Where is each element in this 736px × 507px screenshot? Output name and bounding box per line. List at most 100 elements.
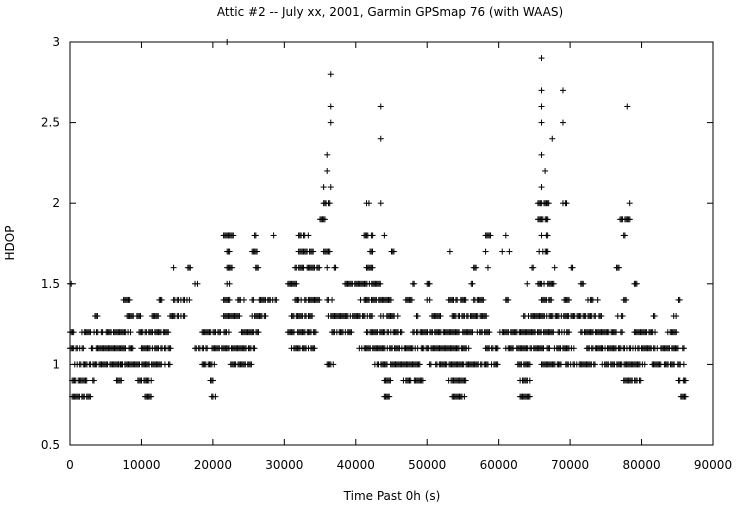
data-point: [680, 361, 687, 368]
data-point: [390, 248, 397, 255]
y-tick-label: 3: [52, 35, 60, 49]
x-tick-label: 60000: [480, 458, 518, 472]
data-point: [377, 103, 384, 110]
data-point: [293, 280, 300, 287]
data-point: [544, 232, 551, 239]
data-point: [411, 280, 418, 287]
data-point: [544, 248, 551, 255]
data-point: [483, 313, 490, 320]
data-point: [486, 329, 493, 336]
data-point: [377, 200, 384, 207]
data-point: [538, 119, 545, 126]
data-point: [365, 200, 372, 207]
data-point: [226, 280, 233, 287]
data-point: [494, 361, 501, 368]
data-point: [538, 87, 545, 94]
data-point: [251, 345, 258, 352]
data-point: [538, 184, 545, 191]
data-point: [332, 264, 339, 271]
data-point: [502, 232, 509, 239]
chart-title: Attic #2 -- July xx, 2001, Garmin GPSmap…: [217, 5, 563, 19]
data-point: [327, 184, 334, 191]
data-point: [369, 313, 376, 320]
x-axis: 0 10000 20000 30000 40000 50000 60000 70000 8000…: [66, 42, 732, 472]
data-point: [316, 264, 323, 271]
data-point: [312, 329, 319, 336]
x-tick-label: 0: [66, 458, 74, 472]
data-point: [545, 200, 552, 207]
data-point: [623, 296, 630, 303]
data-point: [542, 167, 549, 174]
data-point: [559, 87, 566, 94]
data-point: [462, 377, 469, 384]
data-point: [548, 296, 555, 303]
data-point: [580, 280, 587, 287]
y-tick-label: 1.5: [41, 277, 60, 291]
data-point: [559, 119, 566, 126]
data-point: [624, 103, 631, 110]
data-point: [550, 280, 557, 287]
data-point: [676, 296, 683, 303]
data-point: [94, 313, 101, 320]
data-point: [437, 313, 444, 320]
y-axis: 0.5 1 1.5 2 2.5 3: [41, 35, 713, 452]
y-tick-label: 0.5: [41, 438, 60, 452]
data-point: [641, 361, 648, 368]
data-point: [148, 377, 155, 384]
data-point: [408, 296, 415, 303]
data-point: [487, 232, 494, 239]
data-point: [615, 264, 622, 271]
data-point: [506, 248, 513, 255]
data-point: [534, 200, 541, 207]
data-point: [320, 184, 327, 191]
data-point: [225, 329, 232, 336]
data-point: [626, 216, 633, 223]
data-point: [369, 232, 376, 239]
x-tick-label: 20000: [194, 458, 232, 472]
data-point: [165, 329, 172, 336]
data-point: [170, 264, 177, 271]
data-point: [566, 329, 573, 336]
data-point: [137, 313, 144, 320]
data-point: [194, 280, 201, 287]
data-point: [226, 296, 233, 303]
data-point: [419, 377, 426, 384]
data-point: [324, 151, 331, 158]
data-point: [551, 264, 558, 271]
data-point: [369, 264, 376, 271]
data-point: [524, 280, 531, 287]
data-point: [619, 313, 626, 320]
data-point: [348, 329, 355, 336]
data-point: [377, 135, 384, 142]
data-point: [118, 377, 125, 384]
data-point: [538, 55, 545, 62]
data-point: [369, 248, 376, 255]
x-tick-label: 10000: [122, 458, 160, 472]
y-tick-label: 1: [52, 357, 60, 371]
data-point: [187, 264, 194, 271]
data-point: [250, 296, 257, 303]
data-point: [305, 232, 312, 239]
data-point: [387, 296, 394, 303]
data-point: [248, 361, 255, 368]
data-point: [273, 296, 280, 303]
data-point: [465, 345, 472, 352]
data-point: [680, 345, 687, 352]
data-point: [426, 280, 433, 287]
data-point: [91, 377, 98, 384]
data-point: [461, 393, 468, 400]
data-point: [129, 345, 136, 352]
data-point: [83, 377, 90, 384]
data-point: [224, 39, 231, 45]
data-point: [240, 296, 247, 303]
data-point: [538, 103, 545, 110]
data-point: [381, 232, 388, 239]
data-point: [324, 264, 331, 271]
data-point: [482, 248, 489, 255]
data-point: [212, 393, 219, 400]
data-point: [270, 232, 277, 239]
data-point: [226, 248, 233, 255]
data-point: [229, 264, 236, 271]
data-point: [484, 264, 491, 271]
data-point: [316, 296, 323, 303]
